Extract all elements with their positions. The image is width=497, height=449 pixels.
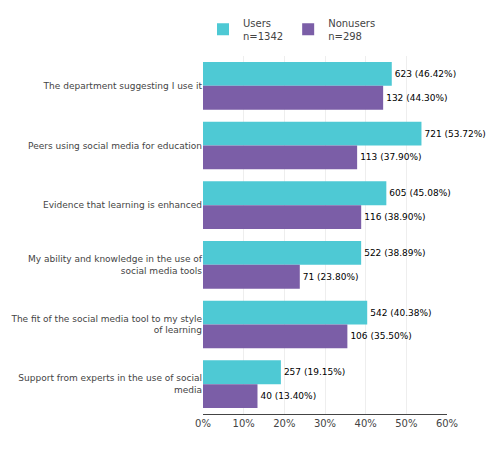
svg-text:721 (53.72%): 721 (53.72%): [424, 129, 485, 139]
svg-text:60%: 60%: [436, 418, 458, 429]
svg-text:71 (23.80%): 71 (23.80%): [303, 272, 359, 282]
svg-text:40 (13.40%): 40 (13.40%): [260, 391, 316, 401]
svg-text:113 (37.90%): 113 (37.90%): [360, 152, 421, 162]
svg-text:522 (38.89%): 522 (38.89%): [364, 248, 425, 258]
svg-text:623 (46.42%): 623 (46.42%): [395, 69, 456, 79]
svg-text:My ability and knowledge in th: My ability and knowledge in the use ofso…: [28, 254, 203, 276]
svg-text:116 (38.90%): 116 (38.90%): [364, 212, 425, 222]
svg-text:257 (19.15%): 257 (19.15%): [284, 367, 345, 377]
svg-text:20%: 20%: [273, 418, 295, 429]
svg-text:The fit of the social media to: The fit of the social media tool to my s…: [10, 314, 202, 336]
svg-text:132 (44.30%): 132 (44.30%): [386, 93, 447, 103]
svg-text:Usersn=1342: Usersn=1342: [243, 18, 283, 42]
svg-text:10%: 10%: [233, 418, 255, 429]
svg-text:50%: 50%: [395, 418, 417, 429]
svg-text:Evidence that learning is enha: Evidence that learning is enhanced: [43, 200, 202, 210]
svg-text:40%: 40%: [355, 418, 377, 429]
svg-text:0%: 0%: [195, 418, 211, 429]
svg-text:30%: 30%: [314, 418, 336, 429]
svg-text:106 (35.50%): 106 (35.50%): [350, 331, 411, 341]
svg-text:Nonusersn=298: Nonusersn=298: [328, 18, 375, 42]
svg-text:605 (45.08%): 605 (45.08%): [389, 188, 450, 198]
svg-text:Support from experts in the us: Support from experts in the use of socia…: [18, 373, 202, 395]
svg-text:542 (40.38%): 542 (40.38%): [370, 308, 431, 318]
svg-text:Peers using social media for e: Peers using social media for education: [28, 141, 202, 151]
svg-text:The department suggesting I us: The department suggesting I use it: [43, 81, 203, 91]
